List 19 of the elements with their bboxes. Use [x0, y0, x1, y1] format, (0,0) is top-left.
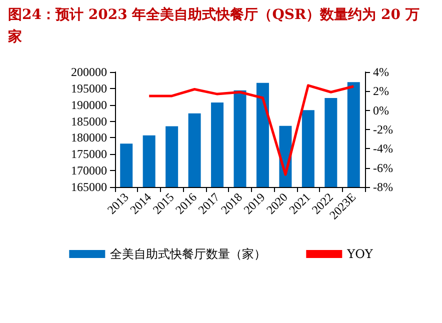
y-tick-label: 200000 — [71, 65, 107, 79]
y-tick-label: 180000 — [71, 130, 107, 145]
y2-tick-label: 0% — [373, 103, 389, 118]
y2-tick-label: -4% — [373, 142, 393, 156]
y2-tick-label: -2% — [373, 122, 393, 136]
y-tick-label: 195000 — [71, 81, 107, 96]
y2-tick-label: 4% — [373, 65, 389, 79]
line-series — [148, 84, 355, 176]
y2-tick-label: -8% — [373, 180, 393, 194]
y-tick-label: 175000 — [71, 147, 107, 162]
legend-label: 全美自助式快餐厅数量（家） — [110, 247, 266, 261]
y-tick-label: 190000 — [71, 98, 107, 112]
y2-tick-label: 2% — [373, 84, 389, 98]
legend-label: YOY — [346, 247, 374, 261]
y2-tick-label: -6% — [373, 160, 393, 175]
y-tick-label: 185000 — [71, 114, 107, 128]
chart-title: 图24：预计 2023 年全美自助式快餐厅（QSR）数量约为 20 万家 — [8, 6, 420, 47]
y-tick-label: 170000 — [71, 164, 107, 178]
y-tick-label: 165000 — [71, 180, 107, 194]
